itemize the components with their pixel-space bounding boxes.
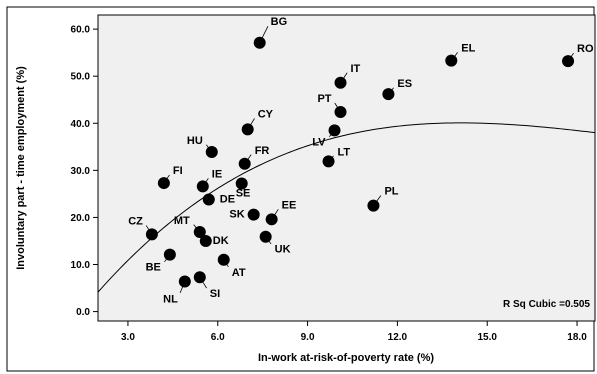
data-point-fi bbox=[157, 177, 170, 190]
data-point-cy bbox=[241, 123, 254, 136]
point-label-ro: RO bbox=[577, 43, 594, 55]
point-leader-line bbox=[376, 195, 382, 202]
data-point-es bbox=[382, 88, 395, 101]
y-axis-title: Involuntary part - time employment (%) bbox=[15, 66, 27, 270]
point-leader-line bbox=[274, 209, 279, 216]
point-leader-line bbox=[342, 72, 348, 79]
point-label-de: DE bbox=[220, 194, 235, 206]
x-tick-label: 9.0 bbox=[301, 332, 315, 343]
data-point-sk bbox=[247, 208, 260, 221]
point-label-cz: CZ bbox=[128, 215, 143, 227]
y-tick-label: 60.0 bbox=[71, 25, 91, 36]
data-point-at bbox=[217, 253, 230, 266]
data-point-pl bbox=[367, 199, 380, 212]
point-label-at: AT bbox=[232, 267, 246, 279]
y-tick-label: 20.0 bbox=[71, 213, 91, 224]
data-point-ie bbox=[196, 180, 209, 193]
point-label-nl: NL bbox=[163, 293, 178, 305]
data-point-be bbox=[163, 248, 176, 261]
point-label-be: BE bbox=[146, 262, 161, 274]
r-squared-annotation: R Sq Cubic =0.505 bbox=[503, 299, 590, 310]
x-axis: 3.0 6.0 9.0 12.0 15.0 18.0 bbox=[121, 321, 587, 343]
point-label-lv: LV bbox=[312, 136, 326, 148]
point-leader-line bbox=[261, 25, 269, 39]
point-label-mt: MT bbox=[174, 215, 190, 227]
data-point-hu bbox=[205, 145, 218, 158]
data-point-it bbox=[334, 76, 347, 89]
data-point-el bbox=[445, 54, 458, 67]
data-point-si bbox=[193, 271, 206, 284]
data-point-mt bbox=[193, 226, 206, 239]
y-tick-label: 30.0 bbox=[71, 166, 91, 177]
data-point-cz bbox=[145, 228, 158, 241]
point-label-dk: DK bbox=[213, 235, 229, 247]
data-point-pt bbox=[334, 105, 347, 118]
data-point-nl bbox=[178, 275, 191, 288]
cubic-fit-line bbox=[97, 122, 596, 293]
point-label-fi: FI bbox=[173, 165, 183, 177]
x-tick-label: 18.0 bbox=[567, 332, 587, 343]
data-point-de bbox=[202, 193, 215, 206]
plot-area bbox=[97, 14, 596, 322]
data-point-ee bbox=[265, 213, 278, 226]
point-label-sk: SK bbox=[229, 209, 244, 221]
y-tick-label: 50.0 bbox=[71, 72, 91, 83]
point-label-se: SE bbox=[236, 188, 251, 200]
x-tick-label: 3.0 bbox=[121, 332, 135, 343]
y-tick-label: 10.0 bbox=[71, 260, 91, 271]
point-label-fr: FR bbox=[255, 145, 270, 157]
data-point-bg bbox=[253, 36, 266, 49]
x-axis-title: In-work at-risk-of-poverty rate (%) bbox=[258, 352, 434, 364]
point-leader-line bbox=[247, 154, 252, 160]
point-label-si: SI bbox=[210, 288, 220, 300]
data-point-fr bbox=[238, 157, 251, 170]
point-leader-line bbox=[202, 281, 207, 289]
point-label-pl: PL bbox=[384, 186, 398, 198]
y-tick-label: 40.0 bbox=[71, 119, 91, 130]
point-label-bg: BG bbox=[271, 16, 288, 28]
x-tick-label: 12.0 bbox=[388, 332, 408, 343]
data-point-dk bbox=[199, 234, 212, 247]
data-point-uk bbox=[259, 230, 272, 243]
point-label-pt: PT bbox=[317, 93, 331, 105]
y-axis: 0.0 10.0 20.0 30.0 40.0 50.0 60.0 bbox=[71, 25, 98, 318]
point-label-it: IT bbox=[351, 63, 361, 75]
point-label-lt: LT bbox=[338, 146, 351, 158]
point-label-ee: EE bbox=[282, 199, 297, 211]
point-leader-line bbox=[179, 285, 184, 294]
data-point-lt bbox=[322, 155, 335, 168]
point-label-hu: HU bbox=[187, 135, 203, 147]
point-label-es: ES bbox=[397, 78, 412, 90]
point-label-ie: IE bbox=[212, 168, 222, 180]
point-label-uk: UK bbox=[275, 244, 291, 256]
data-point-lv bbox=[328, 124, 341, 137]
x-tick-label: 6.0 bbox=[211, 332, 225, 343]
data-point-se bbox=[235, 177, 248, 190]
y-tick-label: 0.0 bbox=[76, 307, 90, 318]
data-point-ro bbox=[562, 55, 575, 68]
point-label-el: EL bbox=[461, 43, 475, 55]
point-leader-line bbox=[250, 118, 255, 126]
x-tick-label: 15.0 bbox=[477, 332, 497, 343]
point-label-cy: CY bbox=[258, 108, 274, 120]
